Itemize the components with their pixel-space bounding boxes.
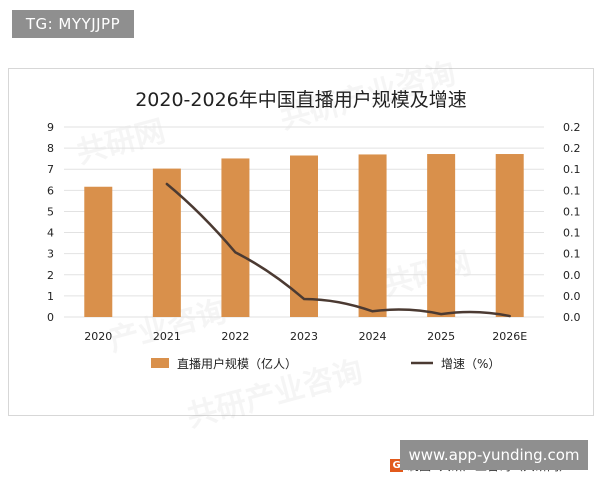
x-axis-tick: 2025 bbox=[427, 330, 455, 343]
x-axis-tick: 2024 bbox=[359, 330, 387, 343]
right-axis-tick: 0.0 bbox=[563, 269, 581, 282]
x-axis-tick: 2023 bbox=[290, 330, 318, 343]
chart-title: 2020-2026年中国直播用户规模及增速 bbox=[135, 89, 467, 111]
axis-layer: 0 0.0 1 0.0 2 0.0 3 0.1 4 0.1 5 0.1 6 0.1 7 0.1 8 0.2 9 0.2… bbox=[47, 121, 581, 343]
x-axis-tick: 2021 bbox=[153, 330, 181, 343]
right-axis-tick: 0.1 bbox=[563, 184, 581, 197]
bar-2025 bbox=[427, 154, 456, 317]
left-axis-tick: 9 bbox=[47, 121, 54, 134]
right-axis-tick: 0.2 bbox=[563, 121, 581, 134]
right-axis-tick: 0.1 bbox=[563, 227, 581, 240]
right-axis-tick: 0.1 bbox=[563, 205, 581, 218]
right-axis-tick: 0.1 bbox=[563, 163, 581, 176]
left-axis-tick: 8 bbox=[47, 142, 54, 155]
bar-2024 bbox=[358, 154, 387, 317]
bar-2022 bbox=[221, 158, 250, 317]
bar-layer bbox=[84, 154, 524, 317]
chart-frame: 共研网 共研产业咨询 产业咨询 共研网 共研产业咨询 2020-2026年中国直… bbox=[8, 56, 594, 473]
right-axis-tick: 0.0 bbox=[563, 311, 581, 324]
growth-line bbox=[165, 182, 511, 318]
left-axis-tick: 7 bbox=[47, 163, 54, 176]
legend-label-line: 增速（%） bbox=[441, 357, 500, 371]
left-axis-tick: 3 bbox=[47, 248, 54, 261]
legend-label-bar: 直播用户规模（亿人） bbox=[177, 356, 297, 371]
right-axis-tick: 0.0 bbox=[563, 290, 581, 303]
x-axis-tick: 2026E bbox=[492, 330, 527, 343]
line-layer bbox=[165, 182, 511, 318]
legend-layer: 直播用户规模（亿人） 增速（%） bbox=[151, 356, 500, 371]
right-axis-tick: 0.1 bbox=[563, 248, 581, 261]
bar-2020 bbox=[84, 186, 113, 317]
bar-2023 bbox=[290, 155, 318, 317]
left-axis-tick: 6 bbox=[47, 184, 54, 197]
legend-swatch-bar bbox=[151, 358, 169, 368]
site-label: www.app-yunding.com bbox=[400, 440, 588, 470]
left-axis-tick: 1 bbox=[47, 290, 54, 303]
chart-svg: 2020-2026年中国直播用户规模及增速 0 0.01 0.02 0.03 0.14 0… bbox=[47, 89, 581, 371]
tg-label: TG: MYYJJPP bbox=[12, 10, 134, 38]
left-axis-tick: 4 bbox=[47, 227, 54, 240]
left-axis-tick: 0 bbox=[47, 311, 54, 324]
left-axis-tick: 2 bbox=[47, 269, 54, 282]
left-axis-tick: 5 bbox=[47, 205, 54, 218]
x-axis-tick: 2020 bbox=[84, 330, 112, 343]
source-logo-icon: G bbox=[390, 459, 404, 472]
right-axis-tick: 0.2 bbox=[563, 142, 581, 155]
bar-2026E bbox=[495, 154, 524, 317]
x-axis-tick: 2022 bbox=[221, 330, 249, 343]
